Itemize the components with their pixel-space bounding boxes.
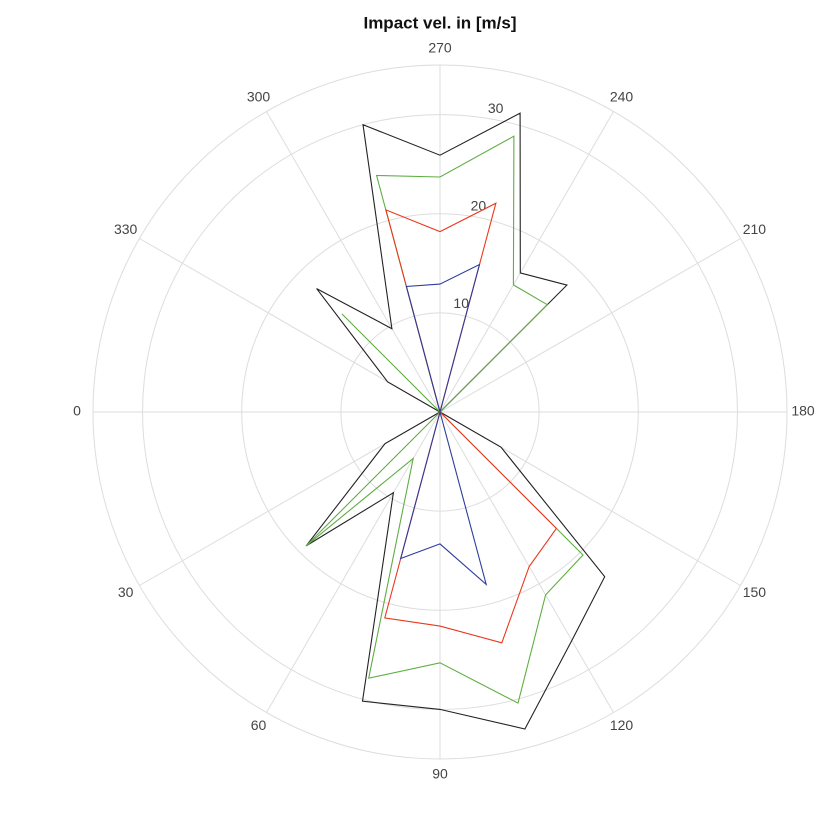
- r-tick-label: 20: [471, 197, 487, 213]
- grid-spoke: [439, 238, 741, 413]
- grid-spoke: [439, 111, 614, 413]
- grid-spoke: [439, 411, 614, 713]
- chart-title: Impact vel. in [m/s]: [363, 13, 516, 32]
- series-line: [384, 202, 558, 644]
- theta-tick-label: 120: [610, 717, 634, 733]
- theta-tick-label: 330: [114, 221, 138, 237]
- grid-spoke: [266, 411, 441, 713]
- theta-tick-label: 300: [247, 88, 271, 104]
- theta-tick-label: 90: [432, 766, 448, 782]
- theta-tick-label: 210: [743, 221, 767, 237]
- theta-tick-label: 240: [610, 88, 634, 104]
- theta-tick-label: 30: [118, 584, 134, 600]
- theta-tick-label: 150: [743, 584, 767, 600]
- grid-spoke: [266, 111, 441, 413]
- r-tick-label: 30: [488, 100, 504, 116]
- theta-tick-label: 60: [251, 717, 267, 733]
- series-line: [305, 112, 606, 730]
- r-tick-label: 10: [453, 295, 469, 311]
- series-line: [399, 263, 488, 587]
- theta-tick-label: 180: [791, 403, 815, 419]
- theta-tick-label: 0: [73, 403, 81, 419]
- theta-tick-label: 270: [428, 40, 452, 56]
